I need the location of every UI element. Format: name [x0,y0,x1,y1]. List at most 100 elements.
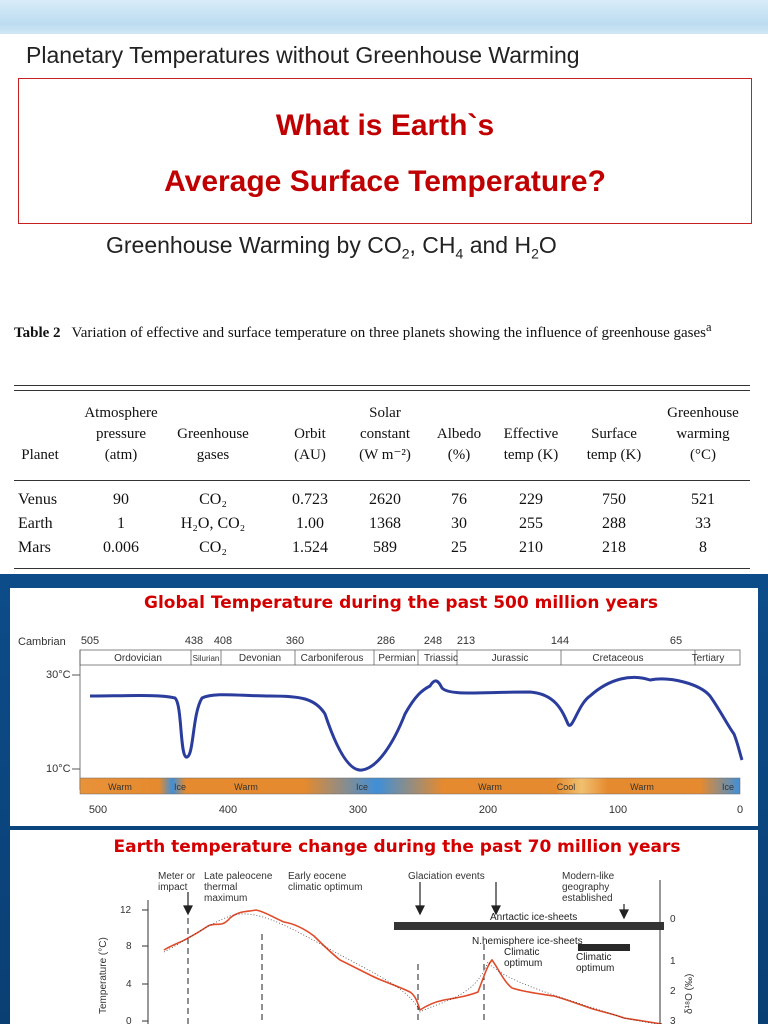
caption-footnote: a [706,320,712,334]
chart2-right-label: δ¹⁸O (‰) [684,974,695,1014]
chart1-age-tick: 144 [551,635,569,647]
chart2-event-impact-1: Meter or [158,871,196,882]
table-rule-top-2 [14,390,750,391]
table-rule-top [14,385,750,386]
chart1-ylabel-10: 10°C [46,763,71,775]
chart1-x-label: 200 [479,804,497,816]
chart2-rtick-3: 3 [670,1016,676,1024]
table-rule-header [14,480,750,481]
chart2-ytick-8: 8 [126,941,132,952]
chart1-climate-label: Warm [108,782,132,792]
table-cell: 1 [117,515,125,532]
chart2-event-eeco-2: climatic optimum [288,882,362,893]
gw-sub-3: 2 [531,245,539,262]
chart2-annot-optimum-2b: optimum [576,963,614,974]
table-cell: 8 [699,539,707,556]
question-line-2: Average Surface Temperature? [164,165,606,198]
question-box: What is Earth`s Average Surface Temperat… [18,78,752,224]
table-header-cell: Atmosphere pressure (atm) [84,405,158,463]
chart1-period-label: Cretaceous [592,653,643,664]
chart2-ytick-12: 12 [120,905,132,916]
table-cell: 2620 [369,491,401,508]
chart2-nh-bar [578,944,630,951]
chart1-x-label: 100 [609,804,627,816]
chart1-x-label: 500 [89,804,107,816]
table-cell: 90 [113,491,129,508]
table-cell: 229 [519,491,543,508]
chart1-climate-bar [79,777,741,795]
table-header-cell: Greenhouse gases [177,426,249,463]
table-cell: 1.00 [296,515,324,532]
chart1-period-label: Permian [378,653,415,664]
chart1-age-tick: 505 [81,635,99,647]
table-header-cell: Greenhouse warming (°C) [667,405,739,463]
chart1-x-labels: 500 400 300 200 100 0 [89,804,743,816]
table-cell: CO₂ [199,539,227,556]
chart1-periods: Ordovician Silurian Devonian Carboniferous P… [114,650,724,665]
table-cell: 33 [695,515,711,532]
chart2-event-petm-3: maximum [204,893,247,904]
table-header-cell: Solar constant (W m⁻²) [359,405,411,463]
chart1-period-label: Silurian [193,654,220,663]
chart1-age-tick: 408 [214,635,232,647]
chart1-title: Global Temperature during the past 500 m… [112,588,690,618]
chart2-ytick-0: 0 [126,1016,132,1024]
chart1-age-tick: 438 [185,635,203,647]
chart1-period-label: Jurassic [492,653,529,664]
chart1-period-label: Triassic [424,653,458,664]
table-rule-bottom [14,568,750,569]
chart1-ylabel-30: 30°C [46,669,71,681]
chart2-event-glaciation: Glaciation events [408,871,485,882]
greenhouse-title: Greenhouse Warming by CO2, CH4 and H2O [106,232,557,262]
chart2-svg: Meter or impact Late paleocene thermal m… [98,871,695,1024]
chart2-event-modern-2: geography [562,882,609,893]
table-cell: H₂O, CO₂ [180,515,246,532]
table-cell: 750 [602,491,626,508]
table-caption-text: Variation of effective and surface tempe… [71,325,706,341]
chart2-scatter-cloud [163,913,663,1024]
chart1-period-label: Tertiary [692,653,725,664]
chart1-climate-label: Ice [722,782,734,792]
chart1-climate-label: Ice [356,782,368,792]
chart1-climate-label: Ice [174,782,186,792]
chart1-age-tick: 360 [286,635,304,647]
chart2-annot-optimum-1a: Climatic [504,947,540,958]
gw-text-1: Greenhouse Warming by CO [106,232,402,258]
chart1-temperature-curve [89,675,744,772]
chart1-climate-label: Cool [557,782,576,792]
table-cell: 1.524 [292,539,328,556]
table-cell: 521 [691,491,715,508]
chart2-annot-nh: N.hemisphere ice-sheets [472,936,583,947]
chart1-age-tick: 213 [457,635,475,647]
chart2-temperature-curve [163,909,663,1024]
chart2-antarctic-bar [394,922,664,930]
chart1-age-tick: 65 [670,635,682,647]
chart1-period-label: Ordovician [114,653,162,664]
chart2-event-petm-1: Late paleocene [204,871,273,882]
gw-sub-2: 4 [455,245,464,262]
question-line-1: What is Earth`s [275,109,495,142]
table-number: Table 2 [14,325,61,341]
chart1-age-tick: 286 [377,635,395,647]
table-cell: Venus [18,491,58,508]
chart1-age-ticks: 505 438 408 360 286 248 213 144 65 [81,635,682,647]
chart1-climate-label: Warm [478,782,502,792]
chart1-period-label: Devonian [239,653,281,664]
table-cell: 210 [519,539,543,556]
table-cell: CO₂ [199,491,227,508]
slide-title: Planetary Temperatures without Greenhous… [26,42,580,68]
gw-text-3: and H [463,232,532,258]
table-cell: 30 [451,515,467,532]
chart2-event-modern-3: established [562,893,613,904]
chart1-climate-labels: Warm Ice Warm Ice Warm Cool Warm Ice [108,782,734,792]
chart1-age-tick: 248 [424,635,442,647]
chart2-rtick-1: 1 [670,956,676,967]
table-header-cell: Planet [21,447,59,463]
chart1-period-label: Carboniferous [301,653,364,664]
chart1-left-label: Cambrian [18,636,66,648]
table-cell: 0.723 [292,491,328,508]
table-cell: Earth [18,515,53,532]
chart2-ylabel: Temperature (°C) [98,937,109,1014]
chart1-climate-label: Warm [630,782,654,792]
chart2-rtick-2: 2 [670,986,676,997]
